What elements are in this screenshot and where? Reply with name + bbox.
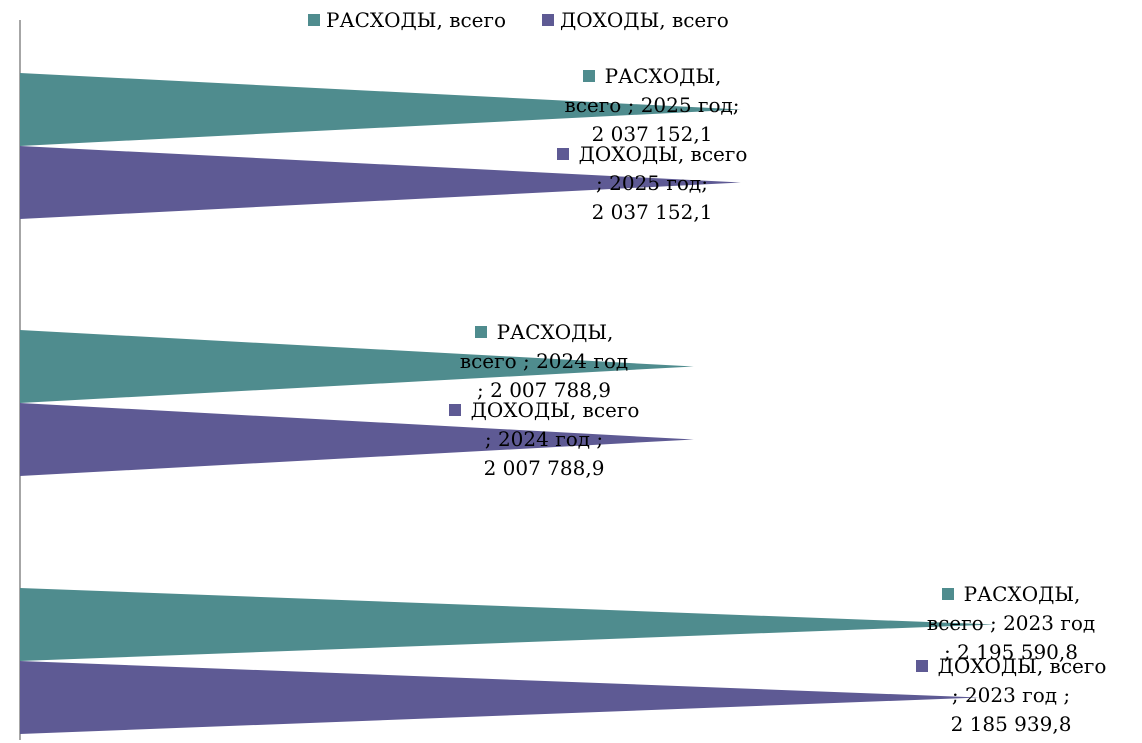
data-label-marker-income-2024 bbox=[448, 404, 461, 416]
data-label-income-2024: ДОХОДЫ, всего ; 2024 год ; 2 007 788,9 bbox=[424, 396, 664, 483]
bars-group bbox=[20, 73, 995, 734]
bar-expenses-2024 bbox=[20, 330, 694, 403]
data-label-expenses-2023: РАСХОДЫ, всего ; 2023 год ; 2 195 590,8 bbox=[926, 582, 1096, 664]
data-label-income-2025: ДОХОДЫ, всего ; 2025 год; 2 037 152,1 bbox=[532, 140, 772, 227]
legend-swatch-expenses bbox=[308, 14, 320, 26]
bar-expenses-2025 bbox=[20, 73, 741, 146]
bar-income-2024 bbox=[20, 403, 694, 476]
data-label-marker-expenses-2023 bbox=[941, 588, 954, 600]
bar-expenses-2023 bbox=[20, 588, 995, 661]
data-label-marker-expenses-2025 bbox=[582, 70, 595, 82]
data-label-income-2023: ДОХОДЫ, всего ; 2023 год ; 2 185 939,8 bbox=[888, 652, 1134, 739]
legend: РАСХОДЫ, всего ДОХОДЫ, всего bbox=[308, 8, 729, 32]
legend-label-income: ДОХОДЫ, всего bbox=[560, 8, 729, 32]
data-label-marker-expenses-2024 bbox=[474, 326, 487, 338]
legend-swatch-income bbox=[542, 14, 555, 26]
data-label-expenses-2024: РАСХОДЫ, всего ; 2024 год ; 2 007 788,9 bbox=[459, 320, 629, 402]
legend-label-expenses: РАСХОДЫ, всего bbox=[326, 8, 507, 32]
bar-income-2025 bbox=[20, 146, 741, 219]
data-label-expenses-2025: РАСХОДЫ, всего ; 2025 год; 2 037 152,1 bbox=[564, 64, 740, 146]
data-label-marker-income-2025 bbox=[556, 148, 569, 160]
legend-item-expenses: РАСХОДЫ, всего bbox=[308, 8, 506, 32]
data-label-marker-income-2023 bbox=[915, 660, 928, 672]
legend-item-income: ДОХОДЫ, всего bbox=[542, 8, 729, 32]
bar-income-2023 bbox=[20, 661, 980, 734]
